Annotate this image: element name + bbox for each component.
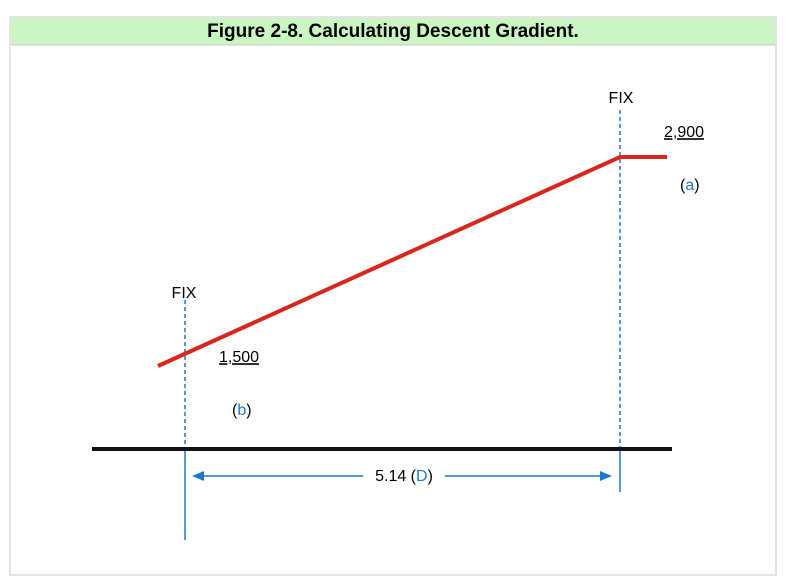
frame (9, 16, 777, 576)
arrowhead (192, 471, 204, 481)
altitude-note: (b) (232, 402, 252, 419)
altitude: 1,500 (219, 349, 259, 366)
text-part: a (685, 177, 694, 194)
text-part: ( (232, 402, 238, 419)
title: Figure 2-8. Calculating Descent Gradient… (207, 21, 579, 42)
text-part: ) (694, 177, 699, 194)
text-part: ( (680, 177, 686, 194)
altitude-note: (a) (680, 177, 700, 194)
label-gap (363, 466, 445, 486)
text-part: D (416, 468, 428, 485)
fix-label: FIX (172, 285, 197, 302)
title-bar (11, 18, 775, 45)
text-part: b (237, 402, 246, 419)
fix-label: FIX (609, 90, 634, 107)
text-part: 5.14 ( (375, 468, 417, 485)
arrowhead (600, 471, 612, 481)
text-part: ) (246, 402, 251, 419)
descent-path (157, 155, 667, 368)
text-part: ) (428, 468, 433, 485)
altitude: 2,900 (664, 124, 704, 141)
distance-label: 5.14 (D) (375, 468, 433, 485)
